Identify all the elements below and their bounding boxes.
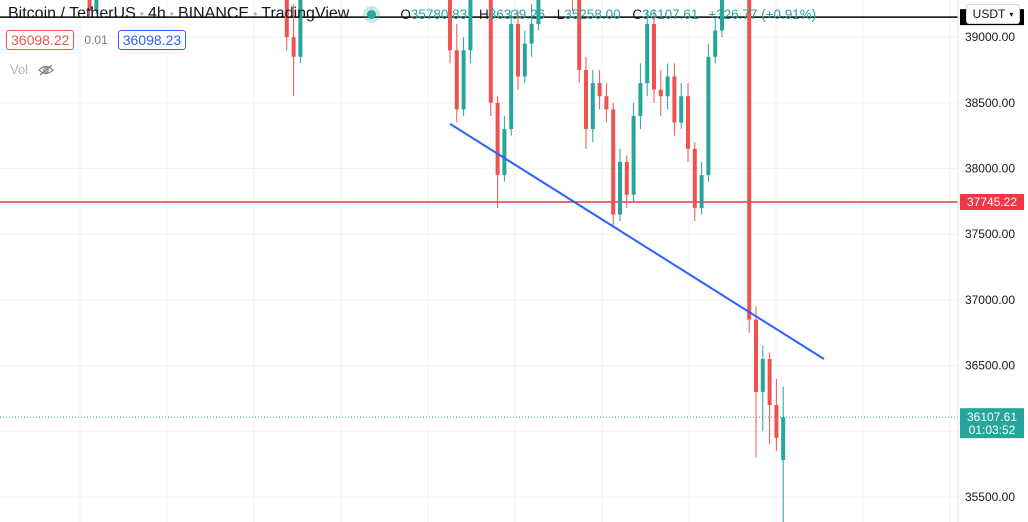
candle-body [291, 37, 296, 57]
symbol-name[interactable]: Bitcoin / TetherUS [8, 5, 136, 22]
candle-body [448, 0, 452, 51]
current-price-label: 36107.61 [967, 410, 1017, 424]
candle-body [536, 0, 541, 24]
current-price-tag [960, 408, 1024, 439]
candle-body [522, 43, 527, 77]
exchange-label: BINANCE [177, 5, 250, 22]
close-value: 36107.61 [642, 6, 699, 22]
y-tick-label: 37000.00 [965, 293, 1015, 307]
candle-body [760, 359, 765, 392]
currency-label: USDT [972, 7, 1006, 21]
separator-dot: • [253, 7, 258, 21]
symbol-legend[interactable]: Bitcoin / TetherUS • 4h • BINANCE • Trad… [8, 4, 816, 24]
candle-body [454, 50, 459, 110]
low-key: L [556, 6, 565, 22]
candle-body [720, 0, 724, 31]
candle-body [597, 83, 602, 97]
volume-label: Vol [10, 62, 29, 77]
candle-body [577, 0, 582, 70]
candle-body [774, 405, 779, 438]
candle-body [284, 0, 289, 38]
horizontal-lines [0, 16, 958, 418]
candle-body [706, 56, 711, 176]
interval-label[interactable]: 4h [147, 5, 166, 22]
price-level-label: 37745.22 [967, 195, 1017, 209]
y-tick-label: 37500.00 [965, 227, 1015, 241]
candle-body [584, 69, 588, 130]
separator-dot: • [139, 7, 144, 21]
candle-body [631, 115, 636, 195]
volume-legend[interactable]: Vol [10, 62, 54, 77]
descending-trendline [449, 122, 825, 360]
buy-price-button[interactable]: 36098.23 [117, 30, 187, 50]
candle-body [638, 83, 643, 116]
candle-body [754, 319, 758, 392]
price-axis: 35500.0036000.0036500.0037000.0037500.00… [957, 0, 1028, 522]
grid [0, 0, 958, 522]
open-key: O [400, 6, 411, 22]
candle-body [624, 161, 629, 195]
y-tick-label: 38000.00 [965, 162, 1015, 176]
candle-body [686, 96, 690, 149]
candle-body [767, 359, 772, 406]
y-tick-label: 38500.00 [965, 96, 1015, 110]
candle-body [94, 0, 99, 11]
candle-body [747, 0, 752, 320]
candle-body [87, 0, 92, 11]
candle-body [692, 148, 697, 208]
high-key: H [478, 6, 489, 22]
candle-body [679, 96, 684, 123]
y-tick-label: 39000.00 [965, 30, 1015, 44]
candle-body [658, 89, 663, 97]
candle-body [713, 30, 718, 57]
separator-dot: • [169, 7, 174, 21]
candle-body [699, 175, 704, 208]
candle-body [516, 23, 520, 77]
candle-body [618, 161, 622, 215]
open-value: 35780.83 [410, 6, 468, 22]
trade-buttons: 36098.22 0.01 36098.23 [6, 30, 187, 50]
provider-label: TradingView [261, 5, 350, 22]
candle-body [529, 23, 534, 44]
close-key: C [632, 6, 643, 22]
price-level-tag [960, 193, 1024, 210]
candle-body [509, 23, 514, 130]
candle-body [488, 0, 493, 103]
bar-countdown-label: 01:03:52 [969, 423, 1016, 437]
high-value: 36339.26 [488, 6, 545, 22]
low-value: 35258.00 [564, 6, 621, 22]
y-tick-label: 36500.00 [965, 359, 1015, 373]
candle-body [645, 23, 650, 84]
chevron-down-icon: ▾ [1009, 9, 1014, 19]
change-value: +326.77 (+0.91%) [708, 6, 817, 22]
y-tick-label: 35500.00 [965, 490, 1015, 504]
candles [87, 0, 786, 522]
candle-body [652, 23, 656, 90]
candle-body [461, 50, 466, 110]
candle-body [781, 417, 786, 461]
axis-background [958, 0, 1028, 522]
candle-body [611, 109, 616, 215]
hidden-eye-icon[interactable] [38, 64, 54, 76]
candle-body [495, 102, 500, 176]
currency-selector[interactable]: USDT ▾ [966, 4, 1020, 24]
candle-body [604, 96, 609, 110]
candle-body [672, 76, 677, 123]
sell-price-button[interactable]: 36098.22 [6, 30, 75, 50]
candle-body [590, 83, 595, 130]
candle-body [502, 129, 507, 176]
trendline [449, 122, 825, 360]
candle-body [665, 76, 670, 97]
candle-body [468, 0, 473, 51]
candle-body [298, 0, 303, 57]
ohlc-values: O35780.83 H36339.26 L35258.00 C36107.61 … [392, 7, 816, 22]
spread-label: 0.01 [84, 33, 108, 47]
market-status-icon[interactable] [367, 9, 377, 19]
